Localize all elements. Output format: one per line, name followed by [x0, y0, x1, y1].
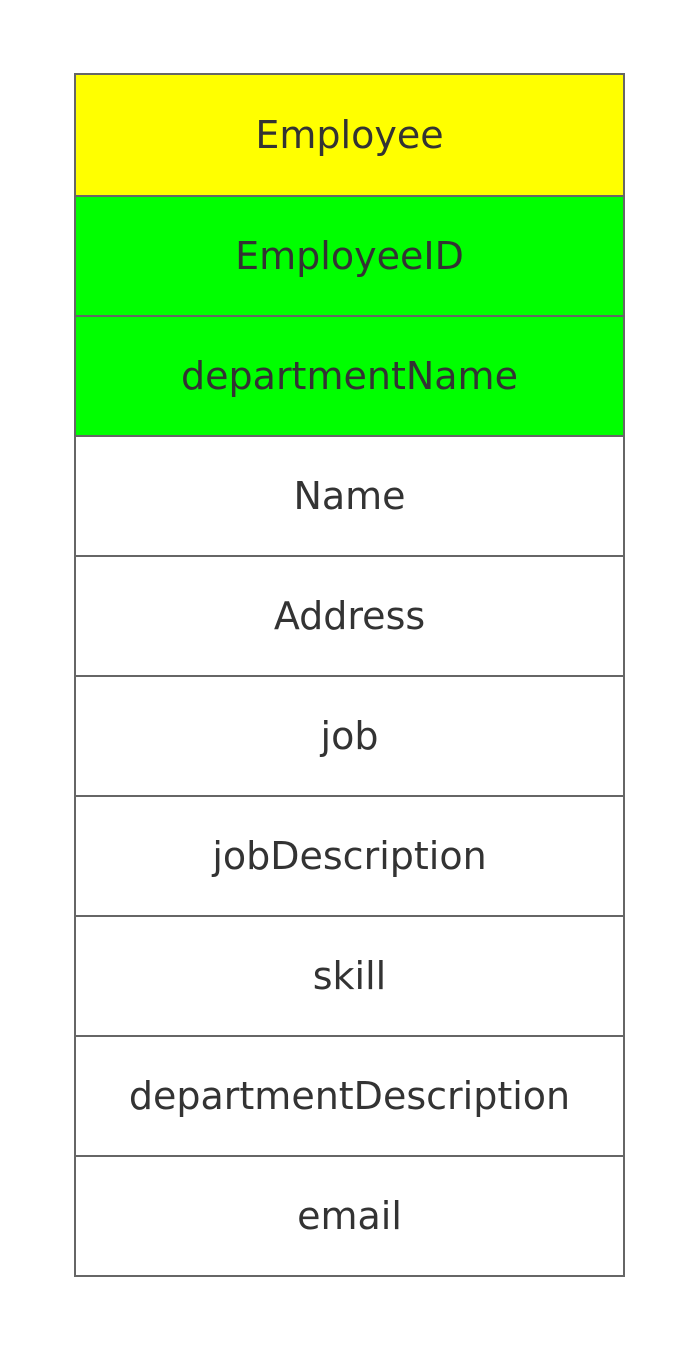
key-attribute-department-name: departmentName — [76, 315, 623, 435]
attribute-name: Name — [76, 435, 623, 555]
entity-title: Employee — [76, 75, 623, 195]
attribute-job: job — [76, 675, 623, 795]
attribute-email: email — [76, 1155, 623, 1275]
attribute-job-description: jobDescription — [76, 795, 623, 915]
employee-entity-table: Employee EmployeeID departmentName Name … — [74, 73, 625, 1277]
attribute-address: Address — [76, 555, 623, 675]
key-attribute-employee-id: EmployeeID — [76, 195, 623, 315]
attribute-skill: skill — [76, 915, 623, 1035]
attribute-department-description: departmentDescription — [76, 1035, 623, 1155]
